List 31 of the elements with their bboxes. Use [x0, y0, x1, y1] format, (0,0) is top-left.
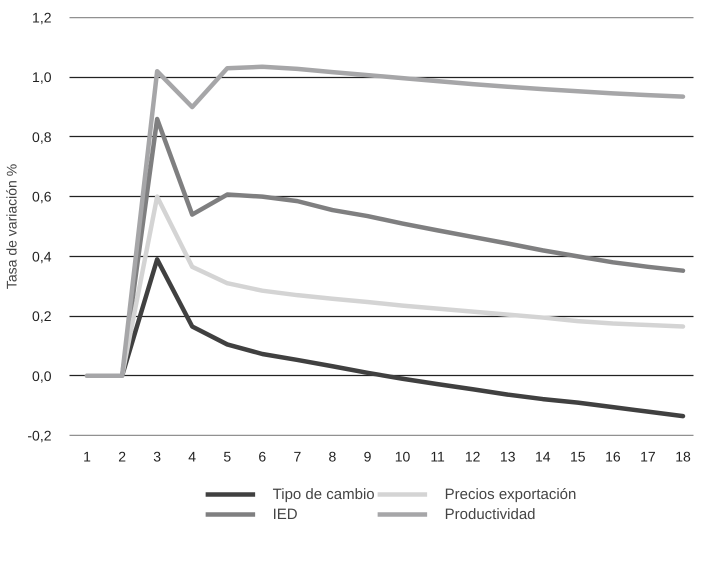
y-tick-label: 0,8 [32, 128, 52, 145]
x-tick-label: 16 [605, 448, 621, 464]
x-tick-label: 9 [364, 448, 372, 464]
x-tick-label: 14 [534, 448, 551, 464]
legend-label: Tipo de cambio [272, 485, 375, 503]
x-tick-label: 8 [328, 448, 337, 464]
x-tick-label: 6 [258, 448, 266, 464]
x-tick-label: 10 [394, 448, 411, 464]
x-tick-label: 12 [464, 448, 481, 464]
y-tick-label: 1,0 [32, 69, 52, 86]
x-tick-label: 4 [188, 448, 196, 464]
x-tick-label: 18 [675, 448, 691, 464]
x-tick-label: 1 [83, 448, 92, 464]
y-tick-label: 0,0 [32, 368, 52, 384]
x-tick-label: 13 [500, 448, 516, 464]
y-tick-label: 0,4 [32, 248, 52, 264]
x-tick-label: 7 [293, 448, 302, 464]
legend-label: Productividad [444, 505, 536, 523]
y-tick-label: 0,6 [32, 188, 52, 205]
y-axis-title: Tasa de variación % [3, 164, 20, 290]
x-tick-label: 3 [153, 448, 162, 464]
y-tick-label: 0,2 [32, 308, 52, 324]
y-tick-label: -0,2 [27, 428, 52, 444]
x-tick-label: 2 [118, 448, 126, 464]
x-tick-label: 5 [223, 448, 232, 464]
x-tick-label: 11 [430, 448, 446, 464]
legend-label: IED [272, 505, 298, 523]
x-tick-label: 15 [570, 448, 586, 464]
y-tick-label: 1,2 [32, 10, 52, 26]
legend-label: Precios exportación [444, 485, 576, 503]
x-tick-label: 17 [640, 448, 656, 464]
